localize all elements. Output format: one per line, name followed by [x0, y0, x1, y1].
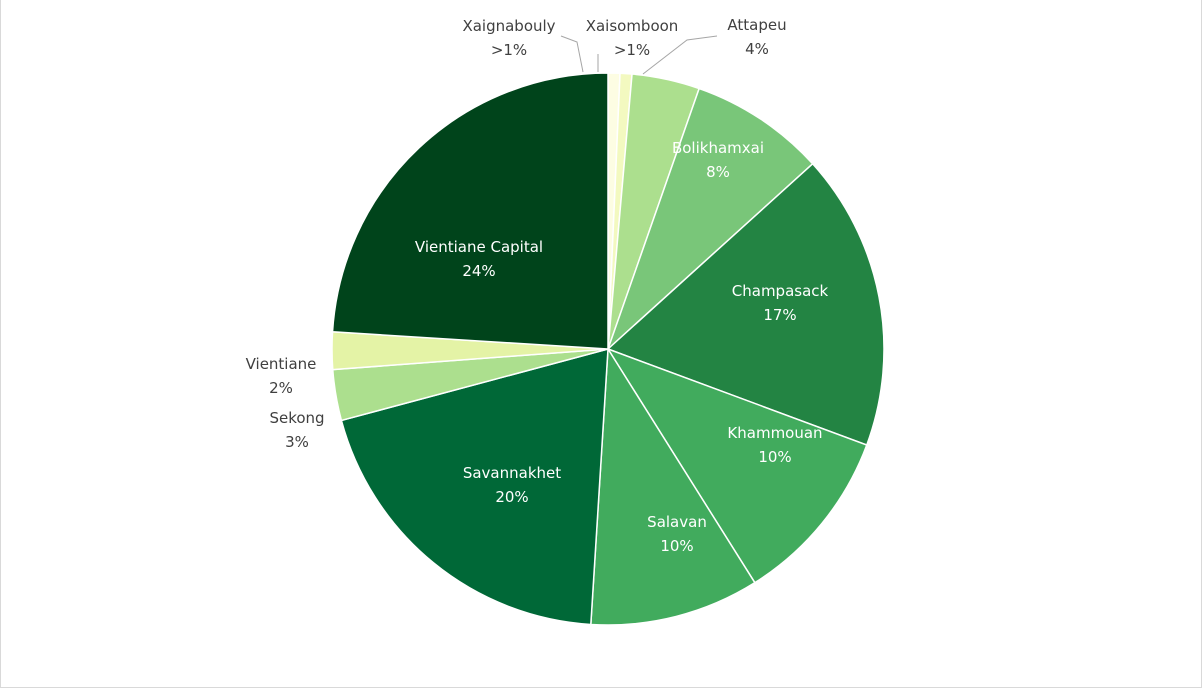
slice-name-label-sekong: Sekong [269, 409, 324, 427]
slice-name-label-xaisomboon: Xaisomboon [586, 17, 679, 35]
slice-name-label-bolikhamxai: Bolikhamxai [672, 139, 764, 157]
pie-slice-champasack [606, 162, 885, 446]
slice-percent-label-khammouan: 10% [758, 448, 791, 466]
slice-name-label-attapeu: Attapeu [727, 16, 786, 34]
pie-slice-savannakhet [340, 348, 609, 626]
pie-slice-khammouan [606, 347, 868, 584]
slice-percent-label-xaisomboon: >1% [614, 41, 650, 59]
slice-name-label-champasack: Champasack [732, 282, 829, 300]
pie-slice-vientiane-capital [331, 72, 609, 350]
pie-slice-bolikhamxai [607, 87, 814, 350]
slice-name-label-vientiane-capital: Vientiane Capital [415, 238, 543, 256]
slice-percent-label-salavan: 10% [660, 537, 693, 555]
slice-percent-label-attapeu: 4% [745, 40, 769, 58]
slice-percent-label-champasack: 17% [763, 306, 796, 324]
slice-name-label-vientiane: Vientiane [246, 355, 317, 373]
slice-percent-label-vientiane: 2% [269, 379, 293, 397]
slice-percent-label-savannakhet: 20% [495, 488, 528, 506]
slice-name-label-salavan: Salavan [647, 513, 707, 531]
pie-slice-salavan [590, 346, 756, 626]
slice-percent-label-sekong: 3% [285, 433, 309, 451]
leader-line-attapeu [642, 35, 718, 75]
slice-percent-label-xaignabouly: >1% [491, 41, 527, 59]
slice-name-label-khammouan: Khammouan [727, 424, 822, 442]
slice-name-label-savannakhet: Savannakhet [463, 464, 561, 482]
slice-percent-label-vientiane-capital: 24% [462, 262, 495, 280]
slice-percent-label-bolikhamxai: 8% [706, 163, 730, 181]
slice-name-label-xaignabouly: Xaignabouly [462, 17, 555, 35]
leader-line-xaignabouly [560, 35, 584, 73]
